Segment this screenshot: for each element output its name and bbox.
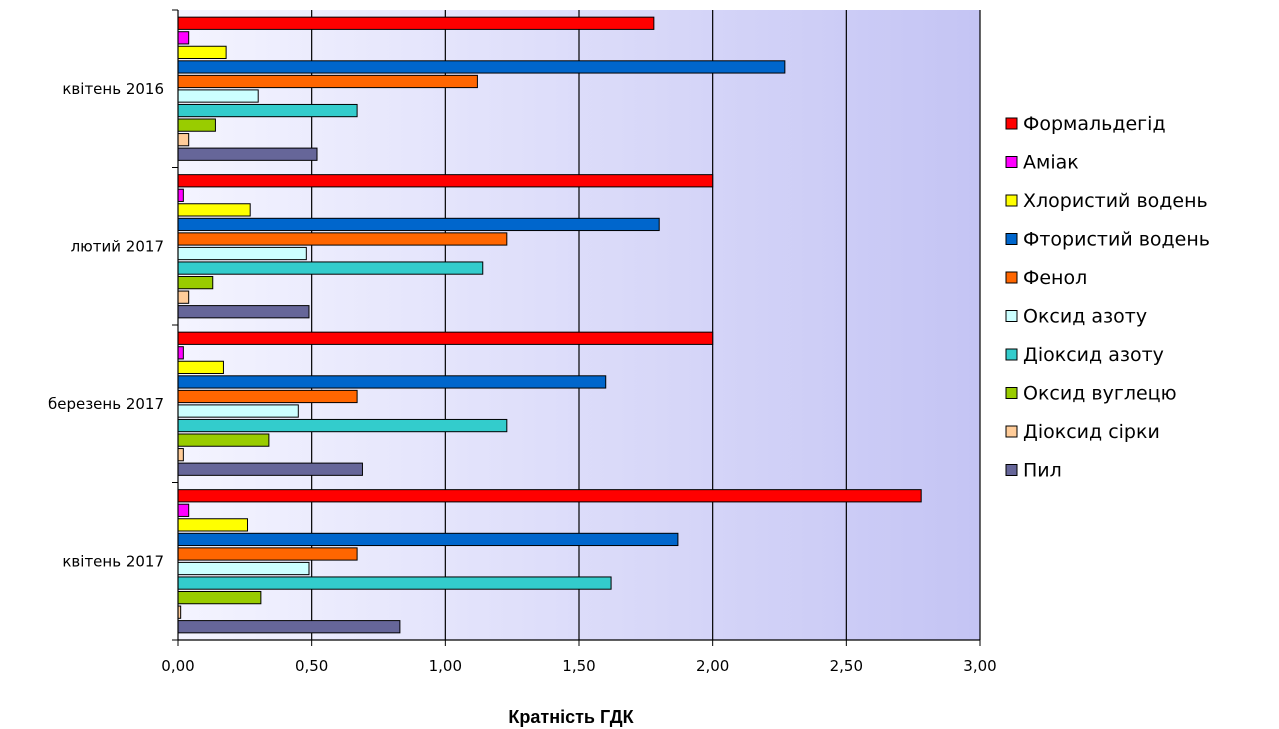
bar xyxy=(177,217,660,232)
legend-swatch xyxy=(1005,233,1018,245)
bar xyxy=(177,576,612,590)
bar xyxy=(177,103,358,118)
legend-label: Фенол xyxy=(1023,267,1087,289)
bar xyxy=(177,547,358,561)
bar xyxy=(177,16,655,30)
bar xyxy=(177,561,310,576)
legend-label: Діоксид сірки xyxy=(1023,421,1160,443)
bar xyxy=(177,31,190,45)
bar xyxy=(177,448,184,462)
category-label: березень 2017 xyxy=(48,395,164,413)
bar xyxy=(177,331,714,345)
bar xyxy=(177,118,216,132)
bar xyxy=(177,276,214,290)
legend-label: Оксид вуглецю xyxy=(1023,383,1177,405)
bar xyxy=(177,246,307,261)
bar xyxy=(177,532,679,547)
legend-swatch xyxy=(1005,117,1018,130)
bar xyxy=(177,433,270,447)
x-axis-title: Кратність ГДК xyxy=(508,707,634,727)
bars xyxy=(177,16,922,634)
bar xyxy=(177,174,714,188)
bar xyxy=(177,375,607,389)
axes xyxy=(172,9,981,646)
x-tick-label: 0,00 xyxy=(161,657,194,675)
bar xyxy=(177,232,508,246)
category-label: квітень 2016 xyxy=(62,80,164,98)
category-labels: квітень 2016 лютий 2017 березень 2017 квіте… xyxy=(48,80,164,571)
legend-swatch xyxy=(1005,464,1018,476)
bar xyxy=(177,188,184,202)
legend-label: Хлористий водень xyxy=(1023,190,1208,212)
legend-swatch xyxy=(1005,156,1018,168)
x-tick-label: 1,00 xyxy=(429,657,462,675)
legend-swatch xyxy=(1005,387,1018,399)
legend-swatch xyxy=(1005,271,1018,284)
legend-label: Оксид азоту xyxy=(1023,306,1147,328)
x-tick-label: 3,00 xyxy=(963,657,996,675)
bar xyxy=(177,89,259,103)
legend-swatch xyxy=(1005,348,1018,361)
legend-label: Діоксид азоту xyxy=(1023,344,1164,366)
bar xyxy=(177,60,786,74)
legend-swatch xyxy=(1005,425,1018,438)
x-tick-label: 2,50 xyxy=(830,657,863,675)
bar xyxy=(177,404,299,418)
bar xyxy=(177,389,358,404)
bar xyxy=(177,261,484,275)
bar xyxy=(177,305,310,319)
legend-swatch xyxy=(1005,194,1018,207)
x-tick-labels: 0,00 0,50 1,00 1,50 2,00 2,50 3,00 xyxy=(161,657,996,675)
bar xyxy=(177,346,184,360)
bar xyxy=(177,360,224,374)
bar xyxy=(177,290,190,304)
bar xyxy=(177,418,508,433)
x-tick-label: 2,00 xyxy=(696,657,729,675)
bar xyxy=(177,462,363,476)
x-tick-label: 0,50 xyxy=(295,657,328,675)
legend: Формальдегід Аміак Хлористий водень Фторист… xyxy=(1005,113,1210,482)
bar xyxy=(177,45,227,59)
bar xyxy=(177,591,262,605)
category-label: квітень 2017 xyxy=(62,552,164,570)
bar xyxy=(177,74,478,89)
x-tick-label: 1,50 xyxy=(562,657,595,675)
legend-swatch xyxy=(1005,310,1018,322)
legend-label: Аміак xyxy=(1023,152,1079,174)
bar xyxy=(177,203,251,217)
bar xyxy=(177,518,249,532)
bar xyxy=(177,620,401,634)
bar xyxy=(177,147,318,161)
bar xyxy=(177,489,922,503)
legend-label: Пил xyxy=(1023,460,1062,482)
legend-label: Фтористий водень xyxy=(1023,229,1210,251)
category-label: лютий 2017 xyxy=(71,237,164,255)
legend-label: Формальдегід xyxy=(1023,113,1166,135)
bar xyxy=(177,133,190,147)
bar xyxy=(177,503,190,517)
